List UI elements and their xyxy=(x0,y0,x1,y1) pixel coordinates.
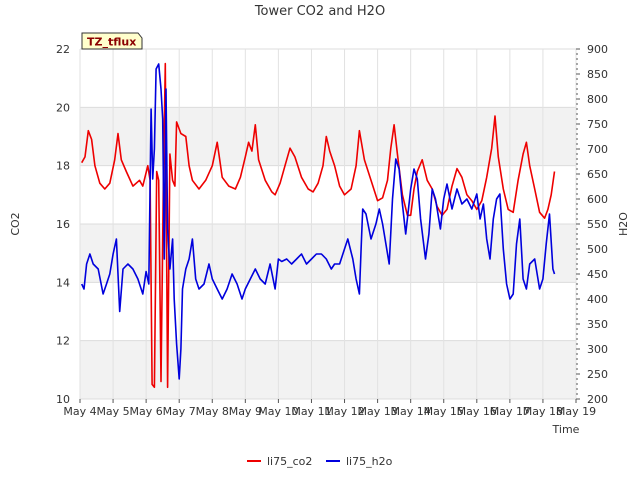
x-tick-label: May 11 xyxy=(291,405,331,418)
x-tick-label: May 6 xyxy=(130,405,163,418)
y-left-tick-label: 12 xyxy=(56,335,70,348)
badge-box xyxy=(81,32,143,50)
y-right-tick-label: 650 xyxy=(587,168,608,181)
badge-label: TZ_tflux xyxy=(87,36,136,49)
y-right-tick-label: 550 xyxy=(587,218,608,231)
x-tick-label: May 10 xyxy=(258,405,298,418)
y-left-tick-label: 18 xyxy=(56,160,70,173)
x-tick-label: May 7 xyxy=(163,405,196,418)
y-left-tick-label: 22 xyxy=(56,43,70,56)
background-band xyxy=(80,340,576,399)
x-tick-label: May 12 xyxy=(324,405,364,418)
chart-title: Tower CO2 and H2O xyxy=(254,4,385,19)
y-right-tick-label: 400 xyxy=(587,293,608,306)
y-right-tick-label: 200 xyxy=(587,393,608,406)
y-axis-left-title: CO2 xyxy=(9,212,22,235)
x-tick-label: May 9 xyxy=(229,405,262,418)
x-tick-label: May 18 xyxy=(523,405,563,418)
x-tick-label: May 17 xyxy=(490,405,530,418)
legend-label-h2o: li75_h2o xyxy=(346,455,393,468)
legend: li75_co2 li75_h2o xyxy=(247,455,393,468)
legend-label-co2: li75_co2 xyxy=(267,455,312,468)
series-line-li75_co2 xyxy=(81,62,556,389)
axes xyxy=(79,48,580,403)
y-left-tick-label: 16 xyxy=(56,218,70,231)
y-right-tick-label: 350 xyxy=(587,318,608,331)
x-tick-label: May 4 xyxy=(63,405,96,418)
x-tick-label: May 5 xyxy=(96,405,129,418)
x-tick-label: May 19 xyxy=(556,405,596,418)
y-right-tick-label: 250 xyxy=(587,368,608,381)
y-right-tick-label: 750 xyxy=(587,118,608,131)
x-tick-label: May 14 xyxy=(391,405,431,418)
x-tick-label: May 8 xyxy=(196,405,229,418)
y-right-tick-label: 900 xyxy=(587,43,608,56)
x-tick-label: May 16 xyxy=(457,405,497,418)
y-right-tick-label: 500 xyxy=(587,243,608,256)
y-left-tick-label: 20 xyxy=(56,101,70,114)
y-right-tick-label: 450 xyxy=(587,268,608,281)
y-right-tick-label: 800 xyxy=(587,93,608,106)
badge: TZ_tflux xyxy=(81,32,143,50)
y-left-tick-label: 14 xyxy=(56,276,70,289)
series-lines xyxy=(80,62,556,389)
x-axis-title: Time xyxy=(552,423,580,436)
y-right-tick-label: 850 xyxy=(587,68,608,81)
series-line-li75_h2o xyxy=(80,63,556,380)
y-axis-right-title: H2O xyxy=(617,212,630,236)
x-tick-label: May 15 xyxy=(424,405,464,418)
x-tick-label: May 13 xyxy=(357,405,397,418)
y-right-tick-label: 700 xyxy=(587,143,608,156)
y-right-tick-label: 600 xyxy=(587,193,608,206)
y-right-tick-label: 300 xyxy=(587,343,608,356)
y-left-tick-label: 10 xyxy=(56,393,70,406)
